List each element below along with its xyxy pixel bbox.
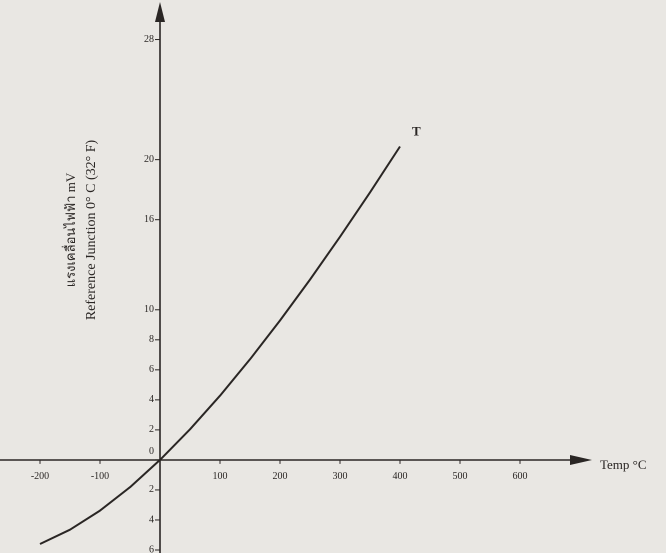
y-tick-label: 16	[144, 214, 154, 225]
x-tick-label: -100	[91, 471, 109, 482]
series-label: T	[412, 124, 421, 139]
series-line	[39, 145, 401, 545]
y-tick-label: 2	[149, 424, 154, 435]
x-tick-label: -200	[31, 471, 49, 482]
x-tick-label: 300	[333, 471, 348, 482]
y-tick-label: 4	[149, 514, 154, 525]
y-axis-label: แรงเคลื่อนไฟฟ้า mV	[62, 172, 78, 287]
y-arrow	[155, 2, 165, 22]
y-tick-label: 0	[149, 446, 154, 457]
y-tick-label: 4	[149, 394, 154, 405]
x-tick-label: 400	[393, 471, 408, 482]
x-tick-label: 600	[513, 471, 528, 482]
y-axis-label: Reference Junction 0° C (32° F)	[84, 140, 99, 321]
y-tick-label: 2	[149, 484, 154, 495]
y-tick-label: 28	[144, 34, 154, 45]
x-axis-label: Temp °C	[600, 457, 647, 472]
y-tick-label: 20	[144, 154, 154, 165]
x-tick-label: 500	[453, 471, 468, 482]
x-tick-label: 200	[273, 471, 288, 482]
y-tick-label: 8	[149, 334, 154, 345]
y-tick-label: 10	[144, 304, 154, 315]
y-tick-label: 6	[149, 364, 154, 375]
x-arrow	[570, 455, 592, 465]
x-tick-label: 100	[213, 471, 228, 482]
y-tick-label: 6	[149, 544, 154, 553]
